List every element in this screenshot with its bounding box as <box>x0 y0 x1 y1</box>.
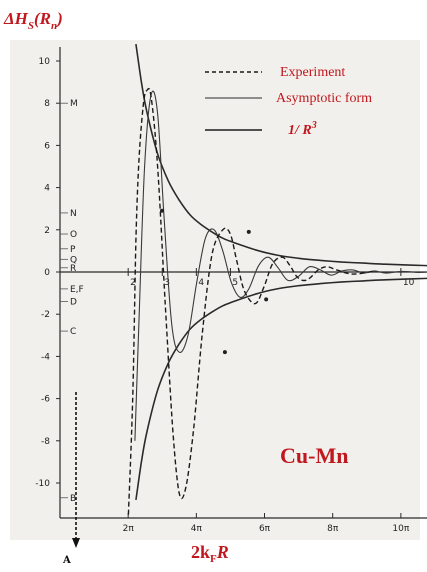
shell-label: P <box>70 245 76 255</box>
material-annotation: Cu-Mn <box>280 443 348 468</box>
shell-label: D <box>70 298 77 308</box>
y-tick-label: 2 <box>44 226 50 236</box>
arrow-label: A <box>62 555 71 566</box>
legend-asymptotic-label: Asymptotic form <box>276 91 372 106</box>
inner-x-tick-label: 10 <box>403 278 415 288</box>
shell-label: C <box>70 327 76 337</box>
shell-label: N <box>70 209 77 219</box>
arrow-head-icon <box>72 538 80 548</box>
shell-label: O <box>70 230 77 240</box>
bottom-x-tick-label: 8π <box>327 524 339 534</box>
scan-background <box>10 40 420 540</box>
legend: Experiment Asymptotic form 1/ R3 <box>205 65 372 138</box>
y-tick-label: 10 <box>39 57 51 67</box>
shell-label: M <box>70 99 78 109</box>
y-tick-label: -4 <box>41 352 50 362</box>
y-tick-label: 0 <box>44 268 50 278</box>
y-tick-label: 6 <box>44 141 50 151</box>
bottom-x-ticks: 2π 4π 6π 8π 10π <box>123 513 410 534</box>
bottom-x-tick-label: 6π <box>259 524 271 534</box>
experiment-point <box>222 350 227 355</box>
shell-label: Q <box>70 255 77 265</box>
x-axis-title: 2kFR <box>191 542 229 565</box>
legend-inv-cube-label: 1/ R3 <box>288 120 317 138</box>
experiment-points <box>159 208 269 355</box>
experiment-line <box>127 87 375 515</box>
experiment-point <box>264 297 269 302</box>
y-axis-title: ΔHS(Rn) <box>3 9 63 32</box>
inner-x-tick-label: 2 <box>130 278 136 288</box>
shell-label: R <box>70 264 76 274</box>
shell-label: B <box>70 494 76 504</box>
y-tick-label: -8 <box>41 437 50 447</box>
experiment-point <box>159 208 164 213</box>
y-tick-label: 8 <box>44 99 50 109</box>
bottom-x-tick-label: 4π <box>191 524 203 534</box>
y-tick-label: -6 <box>41 395 50 405</box>
bottom-x-tick-label: 10π <box>392 524 409 534</box>
inner-x-tick-label: 5 <box>232 278 238 288</box>
y-ticks: 10 8 6 4 2 0 -2 -4 -6 -8 -10 <box>35 57 60 489</box>
inner-x-tick-label: 4 <box>198 278 204 288</box>
legend-experiment-label: Experiment <box>280 65 345 80</box>
envelope-lower-line <box>135 277 427 501</box>
y-tick-label: 4 <box>44 184 50 194</box>
inner-x-ticks: 234510152025 <box>127 268 415 288</box>
asymptotic-form-line <box>134 90 427 441</box>
experiment-point <box>246 229 251 234</box>
y-tick-label: -10 <box>35 479 50 489</box>
shell-label: E,F <box>70 285 84 295</box>
bottom-x-tick-label: 2π <box>123 524 135 534</box>
envelope-upper-line <box>135 43 427 267</box>
inner-x-tick-label: 3 <box>164 278 170 288</box>
y-tick-label: -2 <box>41 310 50 320</box>
